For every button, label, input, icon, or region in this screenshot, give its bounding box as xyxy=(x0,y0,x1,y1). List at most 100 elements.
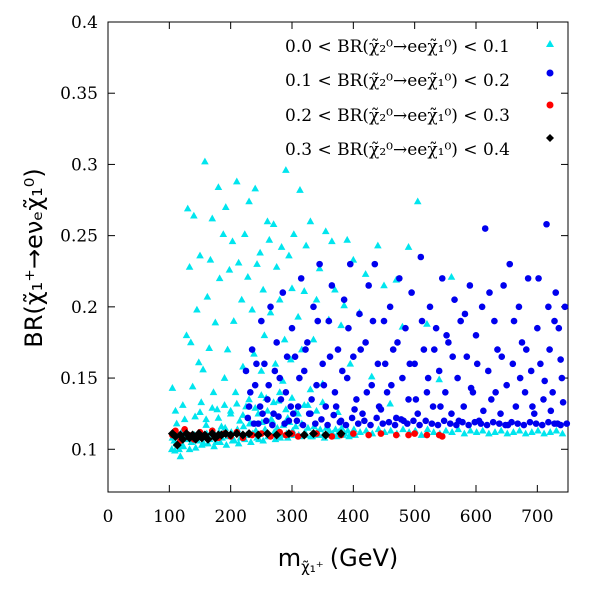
data-point-series-1 xyxy=(413,197,422,205)
data-point-series-1 xyxy=(211,318,220,326)
data-point-series-1 xyxy=(239,422,248,430)
data-point-series-2 xyxy=(430,346,438,353)
data-point-series-2 xyxy=(438,275,446,282)
data-point-series-2 xyxy=(552,289,560,296)
data-point-series-1 xyxy=(328,237,336,245)
data-point-series-1 xyxy=(168,384,177,391)
data-point-series-1 xyxy=(206,255,215,263)
data-point-series-1 xyxy=(225,265,234,273)
data-point-series-2 xyxy=(434,421,442,429)
data-point-series-2 xyxy=(442,389,449,396)
data-point-series-4 xyxy=(262,429,272,439)
data-point-series-1 xyxy=(234,258,243,266)
data-point-series-1 xyxy=(460,429,469,437)
data-point-series-1 xyxy=(263,406,272,414)
data-point-series-1 xyxy=(183,204,192,212)
data-point-series-1 xyxy=(296,186,304,193)
data-point-series-1 xyxy=(253,260,261,267)
data-point-series-1 xyxy=(234,439,243,447)
data-point-series-2 xyxy=(283,353,291,360)
data-point-series-1 xyxy=(515,426,524,434)
data-point-series-1 xyxy=(423,425,432,433)
data-point-series-2 xyxy=(325,317,333,325)
data-point-series-1 xyxy=(219,230,228,238)
data-point-series-1 xyxy=(256,248,264,256)
data-point-series-2 xyxy=(408,289,415,296)
data-point-series-1 xyxy=(250,349,258,357)
data-point-series-2 xyxy=(522,346,530,353)
data-point-series-1 xyxy=(180,415,189,423)
data-point-series-2 xyxy=(253,360,260,368)
data-point-series-2 xyxy=(527,367,535,375)
data-point-series-1 xyxy=(447,272,456,280)
data-point-series-2 xyxy=(245,403,253,410)
data-point-series-1 xyxy=(417,431,426,438)
data-point-series-1 xyxy=(448,428,456,435)
data-point-series-2 xyxy=(297,275,305,282)
data-point-series-3 xyxy=(377,430,385,437)
data-point-series-1 xyxy=(202,421,210,428)
data-point-series-2 xyxy=(388,381,395,389)
data-point-series-1 xyxy=(193,305,201,313)
data-point-series-2 xyxy=(330,411,338,419)
data-point-series-1 xyxy=(302,241,310,249)
data-point-series-2 xyxy=(265,381,272,389)
data-point-series-1 xyxy=(380,281,388,289)
data-point-series-2 xyxy=(463,353,471,360)
data-point-series-1 xyxy=(209,388,218,396)
data-point-series-1 xyxy=(491,428,499,435)
data-point-series-2 xyxy=(491,317,498,325)
data-point-series-1 xyxy=(312,295,321,303)
data-point-series-2 xyxy=(304,339,311,346)
data-point-series-2 xyxy=(489,418,497,426)
data-point-series-2 xyxy=(530,410,538,417)
data-point-series-4 xyxy=(226,430,236,440)
data-point-series-1 xyxy=(374,241,382,249)
data-point-series-1 xyxy=(248,305,256,313)
data-point-series-1 xyxy=(203,292,212,300)
data-point-series-2 xyxy=(383,389,391,396)
data-point-series-2 xyxy=(472,332,480,339)
data-point-series-2 xyxy=(460,403,468,410)
data-point-series-2 xyxy=(459,418,466,426)
data-point-series-1 xyxy=(237,295,246,303)
data-point-series-2 xyxy=(396,275,403,282)
data-point-series-1 xyxy=(208,403,217,411)
data-point-series-2 xyxy=(369,317,377,325)
data-point-series-2 xyxy=(379,420,387,427)
data-point-series-2 xyxy=(324,421,331,429)
data-point-series-1 xyxy=(343,235,351,243)
x-tick-label: 300 xyxy=(276,507,308,527)
data-point-series-2 xyxy=(261,360,268,368)
data-point-series-2 xyxy=(277,396,285,403)
data-point-series-1 xyxy=(288,284,296,292)
data-point-series-2 xyxy=(363,389,371,396)
data-point-series-1 xyxy=(214,413,223,421)
data-point-series-1 xyxy=(304,423,312,431)
data-point-series-2 xyxy=(481,225,489,232)
data-point-series-1 xyxy=(552,426,561,434)
data-point-series-2 xyxy=(361,417,368,425)
data-point-series-2 xyxy=(386,303,394,311)
data-point-series-2 xyxy=(318,416,325,423)
data-point-series-1 xyxy=(337,423,346,431)
data-point-series-1 xyxy=(558,429,567,437)
data-point-series-1 xyxy=(266,308,275,316)
data-point-series-1 xyxy=(361,270,370,277)
data-point-series-1 xyxy=(466,426,475,434)
data-point-series-2 xyxy=(264,396,271,403)
data-point-series-2 xyxy=(416,421,423,429)
data-point-series-4 xyxy=(299,430,309,440)
data-point-series-1 xyxy=(196,408,204,416)
legend-marker-1 xyxy=(546,40,554,47)
data-point-series-2 xyxy=(498,353,506,360)
data-point-series-2 xyxy=(279,289,287,296)
legend: 0.0 < BR(χ̃₂⁰→eeχ̃₁⁰) < 0.1 0.1 < BR(χ̃₂… xyxy=(285,37,554,160)
data-point-series-1 xyxy=(222,441,231,448)
data-point-series-1 xyxy=(223,345,232,353)
data-point-series-2 xyxy=(483,421,491,429)
data-point-series-2 xyxy=(424,374,432,382)
data-point-series-2 xyxy=(537,360,544,368)
data-point-series-2 xyxy=(250,420,258,427)
